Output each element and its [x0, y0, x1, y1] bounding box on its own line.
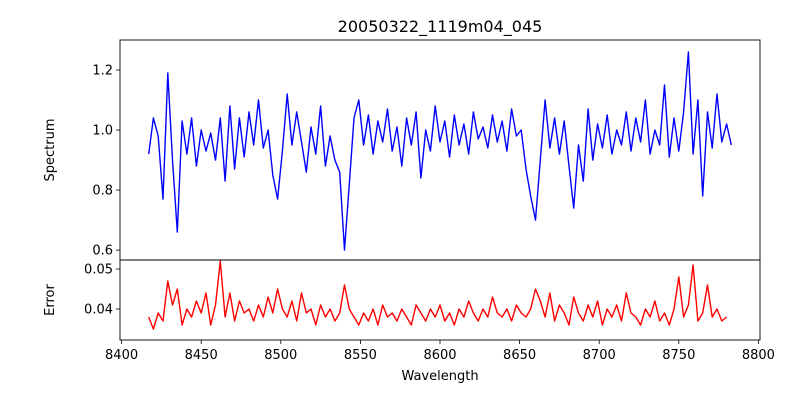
x-tick-label: 8550 — [344, 348, 377, 363]
error-y-tick-label: 0.05 — [84, 263, 113, 278]
spectrum-y-tick-label: 0.6 — [92, 244, 113, 259]
x-tick-label: 8750 — [662, 348, 695, 363]
x-tick-label: 8400 — [105, 348, 138, 363]
spectrum-y-tick-label: 0.8 — [92, 184, 113, 199]
x-tick-label: 8650 — [503, 348, 536, 363]
spectrum-line — [148, 51, 732, 251]
chart-title: 20050322_1119m04_045 — [338, 17, 543, 37]
x-tick-label: 8450 — [185, 348, 218, 363]
spectrum-y-tick-label: 1.2 — [92, 64, 113, 79]
x-axis-label: Wavelength — [401, 369, 478, 384]
error-y-tick-label: 0.04 — [84, 303, 113, 318]
x-tick-label: 8600 — [423, 348, 456, 363]
error-line — [148, 260, 728, 330]
x-tick-label: 8800 — [742, 348, 775, 363]
y-axis-label-spectrum: Spectrum — [43, 119, 58, 182]
spectrum-y-tick-label: 1.0 — [92, 124, 113, 139]
y-axis-label-error: Error — [43, 284, 58, 316]
x-tick-label: 8500 — [264, 348, 297, 363]
x-tick-label: 8700 — [583, 348, 616, 363]
